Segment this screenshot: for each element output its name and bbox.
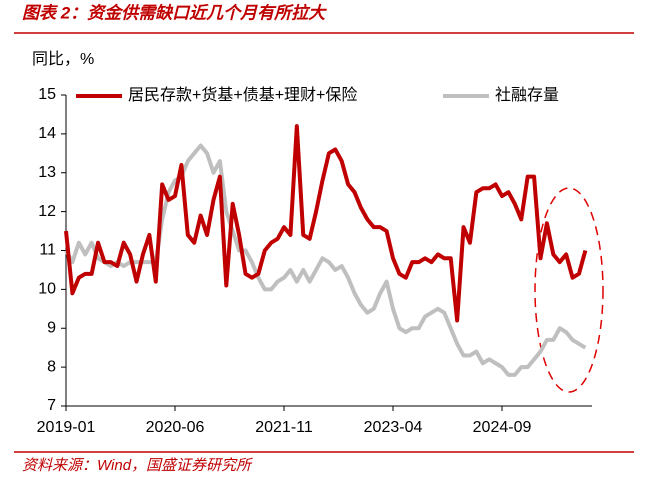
y-tick-label: 11 xyxy=(39,242,56,259)
highlight-ellipse xyxy=(534,187,604,393)
y-tick-label: 14 xyxy=(38,125,56,142)
x-tick-label: 2021-11 xyxy=(255,419,313,436)
y-tick-label: 10 xyxy=(38,281,56,298)
y-tick-label: 7 xyxy=(47,397,56,414)
y-tick-label: 9 xyxy=(47,319,56,336)
y-tick-label: 13 xyxy=(38,164,56,181)
legend-label: 社融存量 xyxy=(495,86,559,104)
x-tick-label: 2024-09 xyxy=(473,419,532,436)
y-axis-label: 同比，% xyxy=(32,50,94,68)
y-tick-label: 12 xyxy=(38,203,56,220)
series-line xyxy=(64,124,588,323)
legend-label: 居民存款+货基+债基+理财+保险 xyxy=(128,86,357,104)
x-tick-label: 2019-01 xyxy=(37,419,96,436)
series-line xyxy=(64,143,587,377)
y-tick-label: 8 xyxy=(47,358,56,375)
x-tick-label: 2023-04 xyxy=(364,419,423,436)
x-tick-label: 2020-06 xyxy=(146,419,205,436)
source: 资料来源：Wind，国盛证券研究所 xyxy=(22,457,253,474)
chart-title: 图表 2：资金供需缺口近几个月有所拉大 xyxy=(22,3,327,22)
y-tick-label: 15 xyxy=(38,86,56,103)
